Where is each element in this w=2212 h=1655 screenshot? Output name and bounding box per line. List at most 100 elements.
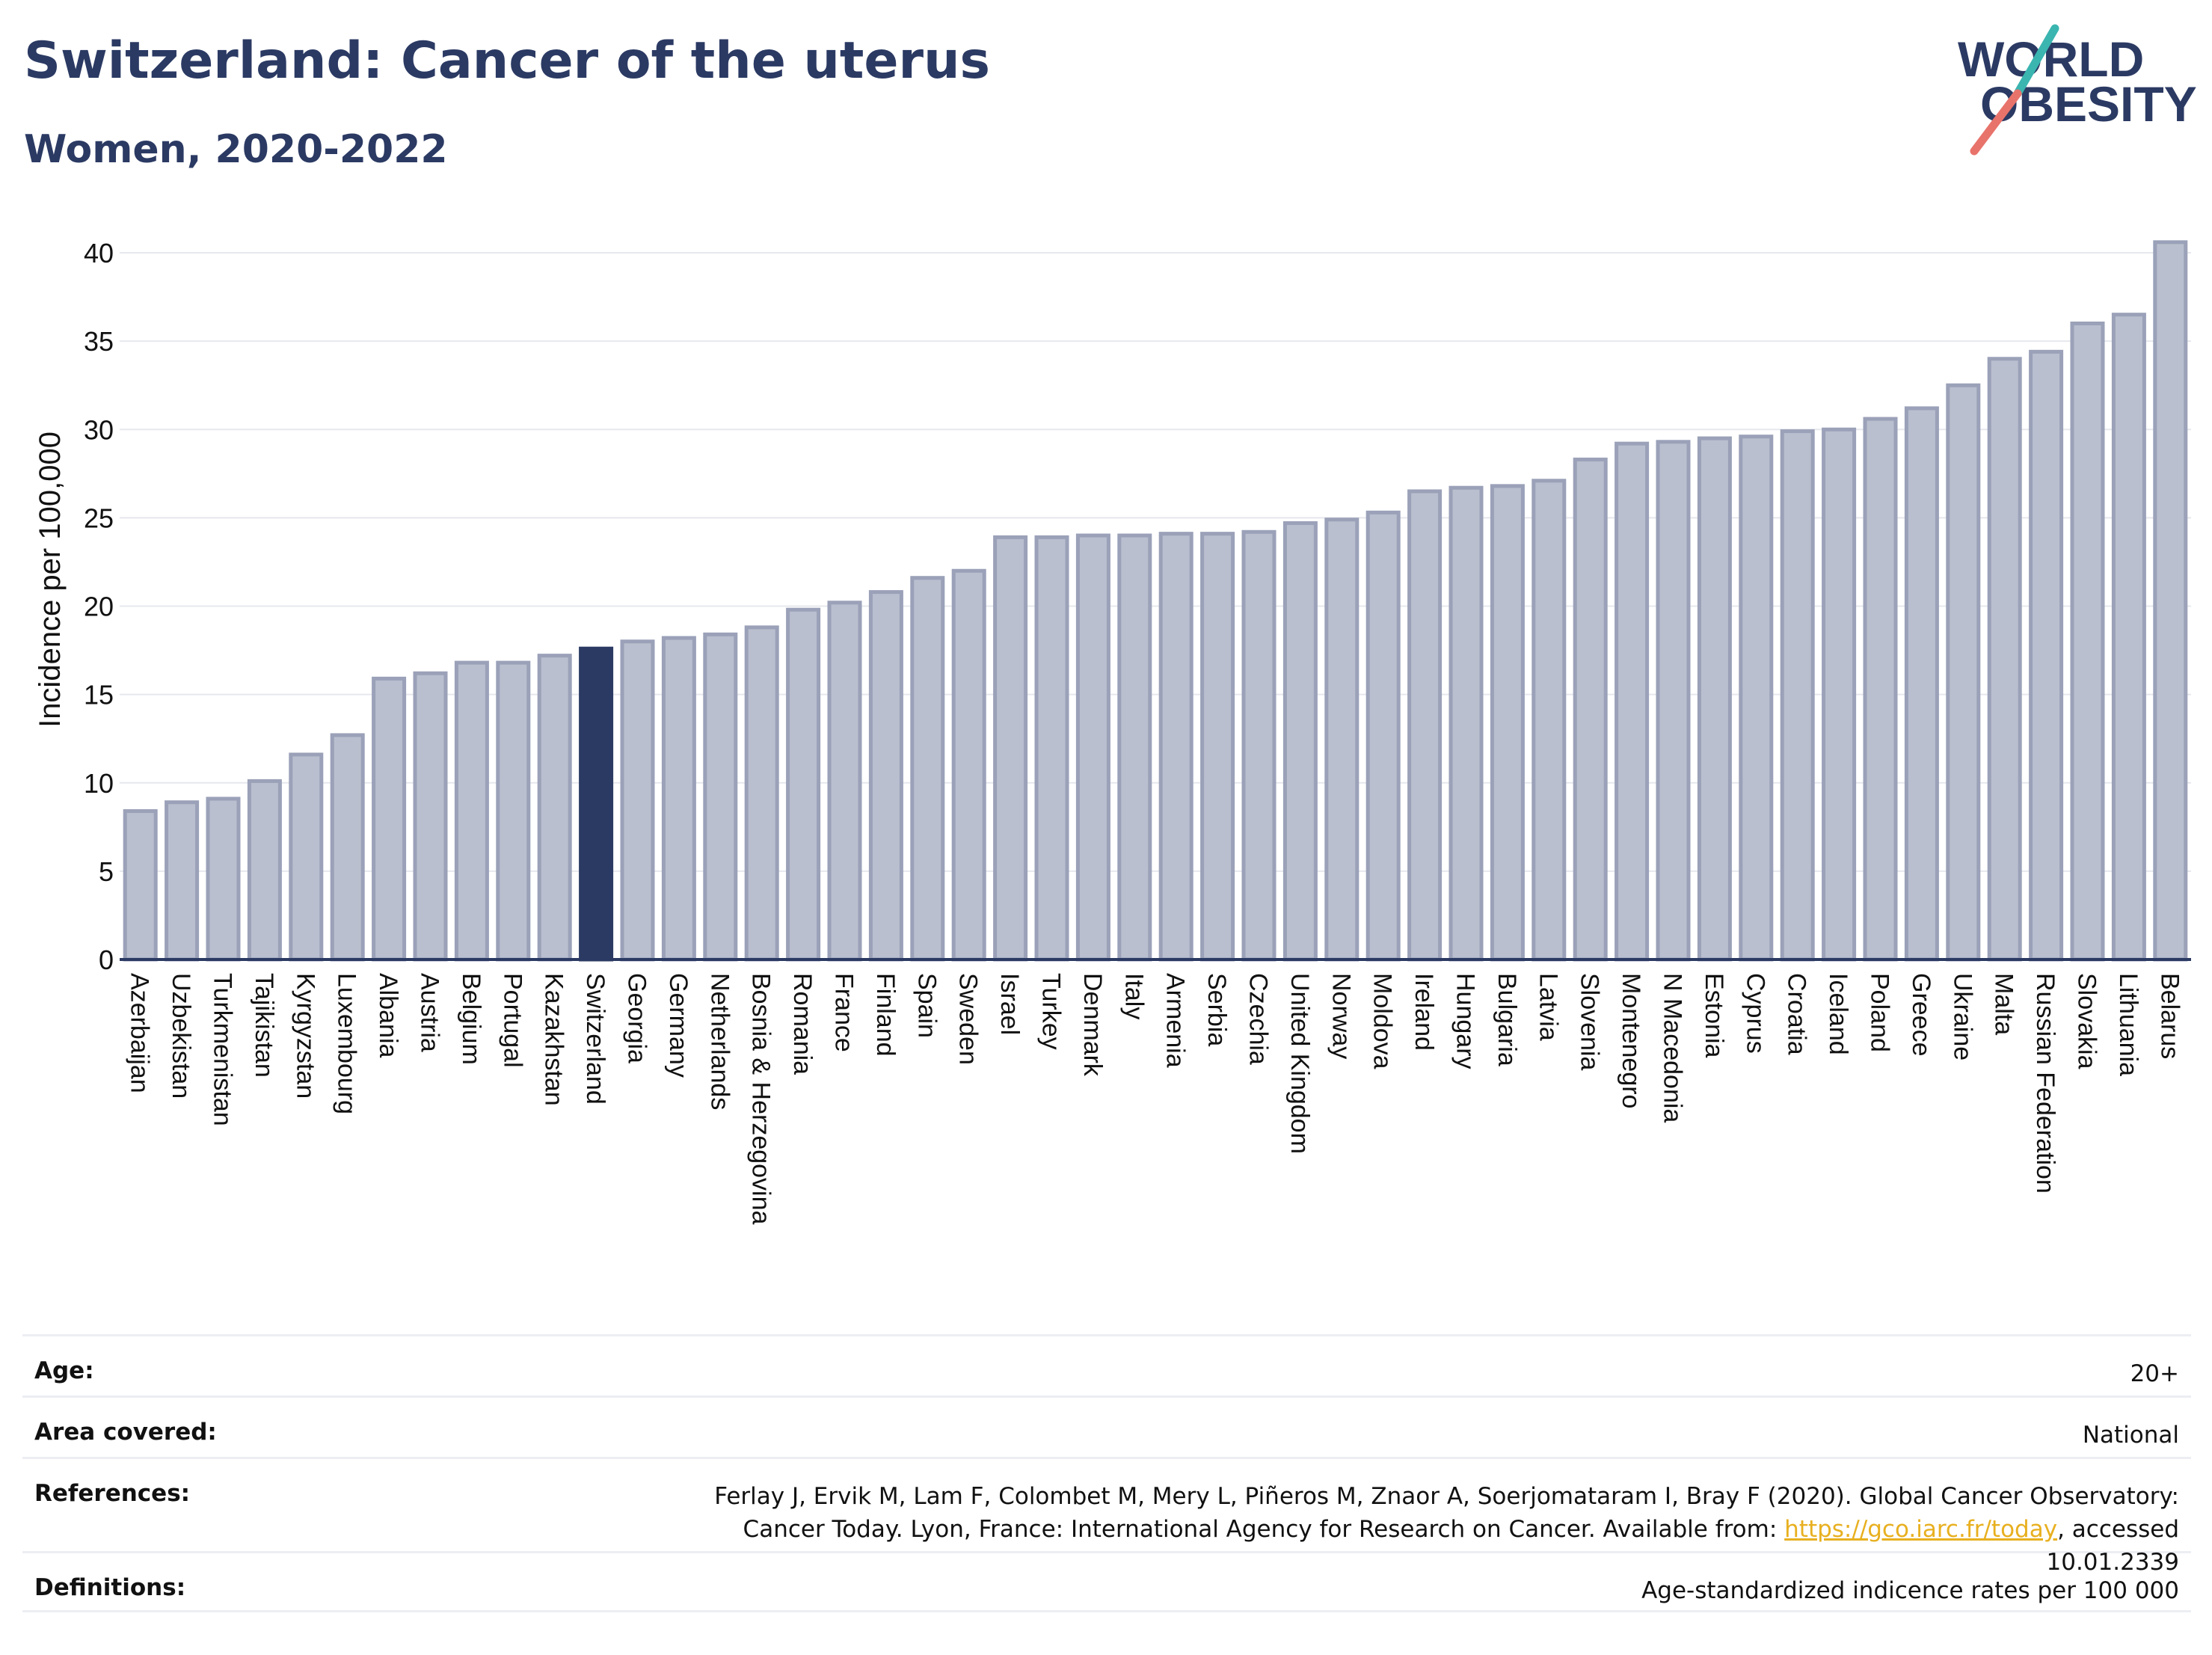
y-tick-label: 35 [84,326,114,357]
x-tick-label: Russian Federation [2031,973,2059,1194]
x-tick-label: Slovenia [1576,973,1604,1071]
bar-albania [372,676,407,962]
bar-kazakhstan [537,654,572,962]
x-tick-label: Tajikistan [250,973,278,1078]
references-accessed: , accessed 10.01.2339 [2046,1516,2180,1576]
y-tick-label: 5 [99,856,114,887]
bar-georgia [620,639,655,962]
bar-uzbekistan [165,800,200,962]
x-tick-label: Hungary [1451,973,1480,1069]
meta-label-age: Age: [34,1357,94,1384]
bar-croatia [1780,429,1815,962]
references-link[interactable]: https://gco.iarc.fr/today [1784,1516,2058,1543]
y-tick-label: 15 [84,680,114,710]
x-tick-label: Uzbekistan [167,973,195,1099]
x-tick-label: Iceland [1824,973,1852,1055]
y-tick-label: 30 [84,414,114,445]
meta-label-definitions: Definitions: [34,1574,186,1601]
x-tick-label: Romania [788,973,817,1075]
x-tick-label: Estonia [1700,973,1728,1057]
metadata-table: Age: 20+ Area covered: National Referenc… [22,1334,2191,1612]
x-tick-label: Spain [912,973,941,1038]
meta-value-references: Ferlay J, Ervik M, Lam F, Colombet M, Me… [654,1459,2179,1579]
meta-row-references: References: Ferlay J, Ervik M, Lam F, Co… [22,1457,2191,1576]
bar-ukraine [1946,383,1981,962]
x-tick-label: Sweden [954,973,983,1065]
bar-moldova [1365,510,1401,962]
x-tick-label: Moldova [1368,973,1397,1069]
bar-belarus [2153,240,2188,962]
bar-denmark [1075,533,1110,962]
bar-malta [1987,357,2022,962]
x-tick-label: Albania [374,973,402,1058]
meta-label-area: Area covered: [34,1419,217,1446]
bar-bosnia-herzegovina [744,625,779,962]
meta-value-definitions: Age-standardized indicence rates per 100… [1641,1577,2179,1604]
bar-latvia [1531,479,1567,962]
bar-chart: 0 5 10 15 20 25 30 35 40 Azerbaijan Uzbekistan Turk… [34,238,2191,1225]
bar-luxembourg [330,733,365,962]
x-tick-label: Norway [1327,973,1355,1059]
x-tick-label: Switzerland [581,973,609,1105]
bar-poland [1863,417,1898,962]
bar-germany [661,636,696,962]
x-tick-label: Slovakia [2073,973,2101,1069]
x-tick-label: Luxembourg [333,973,361,1114]
logo-text-obesity: OBESITY [1980,76,2197,132]
bar-greece [1904,406,1939,962]
bar-ireland [1407,489,1443,962]
x-tick-label: Azerbaijan [126,973,154,1093]
x-tick-label: Italy [1119,973,1148,1019]
bar-iceland [1822,427,1857,962]
bar-romania [786,607,821,962]
meta-row-area: Area covered: National [22,1395,2191,1457]
chart-subtitle: Women, 2020-2022 [24,127,448,172]
bar-switzerland [579,646,614,962]
x-tick-label: Georgia [623,973,651,1063]
x-tick-label: Turkmenistan [209,973,237,1126]
x-tick-label: Belarus [2155,973,2184,1059]
x-tick-label: Austria [416,973,444,1052]
x-tick-label: Portugal [498,973,526,1068]
meta-value-area: National [2082,1422,2179,1449]
bar-estonia [1697,436,1732,962]
bar-turkey [1034,535,1069,962]
x-tick-label: Denmark [1078,973,1107,1077]
bar-hungary [1448,485,1484,962]
bar-czechia [1241,529,1276,962]
chart-title: Switzerland: Cancer of the uterus [24,31,990,90]
y-axis-label: Incidence per 100,000 [34,432,67,728]
bar-tajikistan [247,779,282,962]
meta-row-definitions: Definitions: Age-standardized indicence … [22,1551,2191,1612]
x-tick-label: Bosnia & Herzegovina [747,973,775,1225]
bar-armenia [1158,532,1193,962]
x-tick-label: Netherlands [705,973,734,1110]
y-tick-label: 0 [99,945,114,975]
x-tick-label: France [830,973,858,1052]
y-tick-label: 20 [84,592,114,622]
x-tick-label: Poland [1866,973,1894,1052]
bar-france [827,601,862,962]
bar-azerbaijan [123,809,158,962]
bar-united-kingdom [1282,521,1318,962]
x-tick-label: Kyrgyzstan [291,973,319,1099]
bar-turkmenistan [206,796,241,962]
x-tick-label: Montenegro [1617,973,1645,1108]
x-tick-label: Bulgaria [1493,973,1521,1066]
x-tick-label: Latvia [1534,973,1562,1041]
y-tick-label: 25 [84,503,114,533]
bar-russian-federation [2029,349,2064,962]
bar-montenegro [1615,441,1650,962]
x-tick-label: Israel [995,973,1024,1035]
x-tick-label: Lithuania [2114,973,2142,1076]
bar-portugal [496,660,531,962]
bar-lithuania [2111,313,2146,962]
x-tick-label: Serbia [1202,973,1231,1046]
x-tick-label: Croatia [1783,973,1811,1055]
bar-bulgaria [1490,484,1525,962]
bar-israel [993,535,1028,962]
world-obesity-logo: WORLD OBESITY [1958,24,2197,156]
bar-serbia [1200,532,1235,962]
logo-slash-top [2013,24,2059,98]
y-tick-label: 10 [84,768,114,799]
